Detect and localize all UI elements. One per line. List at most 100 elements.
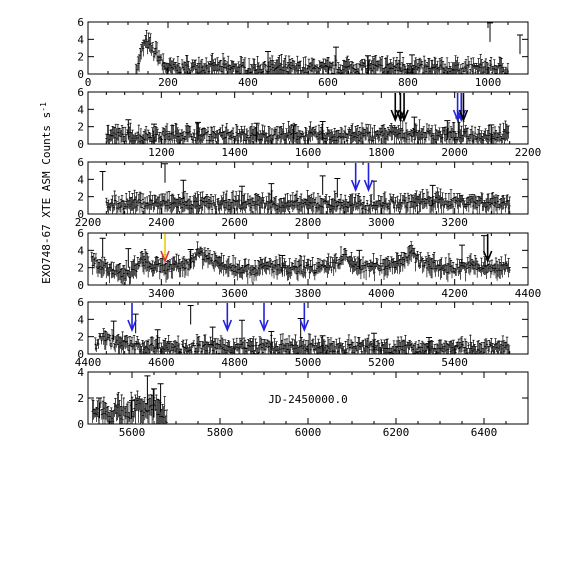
data-spike xyxy=(279,255,286,275)
data-spike xyxy=(154,329,161,349)
x-axis-title: JD-2450000.0 xyxy=(268,393,347,406)
x-tick-label: 1200 xyxy=(148,146,175,159)
data-spike xyxy=(488,124,495,144)
y-tick-label: 4 xyxy=(77,366,84,379)
data-spike xyxy=(409,54,415,74)
x-tick-label: 4400 xyxy=(75,356,102,369)
x-tick-label: 6000 xyxy=(295,426,322,439)
panel-5: 0 2 4 6 4400 4600 4800 5000 5200 5400 xyxy=(75,296,529,369)
y-tick-label: 0 xyxy=(77,68,84,81)
marker-arrow xyxy=(160,234,170,264)
x-tick-label: 2600 xyxy=(221,216,248,229)
y-axis-title-text: EXO748-67 XTE ASM Counts s xyxy=(40,112,53,284)
data-spike xyxy=(162,163,168,183)
data-series xyxy=(90,241,511,285)
data-spike xyxy=(125,119,132,139)
y-tick-label: 6 xyxy=(77,227,84,240)
data-spike xyxy=(268,330,275,351)
data-spike xyxy=(371,180,377,201)
data-spike xyxy=(151,123,157,144)
x-tick-label: 3800 xyxy=(295,287,322,300)
data-spike xyxy=(371,332,377,353)
panel-6: 0 2 4 5600 5800 6000 6200 6400 xyxy=(77,366,529,439)
data-spike xyxy=(319,175,326,195)
y-tick-label: 4 xyxy=(77,244,84,257)
marker-arrow xyxy=(395,93,406,123)
y-tick-label: 6 xyxy=(77,156,84,169)
x-tick-label: 800 xyxy=(398,76,418,89)
y-tick-label: 6 xyxy=(77,16,84,29)
y-tick-label: 4 xyxy=(77,103,84,116)
x-tick-label: 2800 xyxy=(295,216,322,229)
x-tick-label: 5600 xyxy=(119,426,146,439)
y-tick-label: 2 xyxy=(77,392,84,405)
data-spike xyxy=(129,400,135,424)
x-tick-label: 6200 xyxy=(383,426,410,439)
data-spike xyxy=(239,185,245,206)
y-tick-label: 2 xyxy=(77,191,84,204)
data-spike xyxy=(365,55,371,74)
panel-2: 0 2 4 6 1200 1400 1600 1800 2000 2200 xyxy=(77,86,541,159)
data-spike xyxy=(157,383,164,413)
x-tick-label: 600 xyxy=(318,76,338,89)
arrow-head xyxy=(350,179,361,193)
x-tick-label: 3600 xyxy=(221,287,248,300)
y-tick-label: 2 xyxy=(77,121,84,134)
data-spike xyxy=(253,122,260,143)
x-tick-label: 5800 xyxy=(207,426,234,439)
y-tick-label: 0 xyxy=(77,418,84,431)
marker-arrow xyxy=(363,163,374,193)
x-tick-label: 5000 xyxy=(295,356,322,369)
x-tick-label: 5200 xyxy=(368,356,395,369)
data-spike xyxy=(411,116,418,137)
arrow-head xyxy=(482,250,493,264)
arrow-head xyxy=(299,319,310,333)
marker-arrow xyxy=(482,234,493,264)
x-tick-label: 2000 xyxy=(441,146,468,159)
data-spike xyxy=(487,22,493,42)
data-spike xyxy=(319,335,326,354)
y-tick-label: 2 xyxy=(77,331,84,344)
y-tick-label: 2 xyxy=(77,262,84,275)
x-tick-label: 1800 xyxy=(368,146,395,159)
y-tick-label: 0 xyxy=(77,348,84,361)
data-spike xyxy=(125,248,132,268)
arrow-head xyxy=(458,109,469,123)
marker-arrow xyxy=(127,303,137,333)
x-tick-label: 4800 xyxy=(221,356,248,369)
data-spike xyxy=(195,121,201,142)
x-tick-label: 4200 xyxy=(441,287,468,300)
data-spike xyxy=(187,304,194,325)
data-spike xyxy=(99,171,106,191)
x-tick-label: 3000 xyxy=(368,216,395,229)
x-tick-label: 2200 xyxy=(515,146,542,159)
y-tick-label: 6 xyxy=(77,86,84,99)
x-tick-label: 4600 xyxy=(148,356,175,369)
y-tick-label: 6 xyxy=(77,296,84,309)
x-tick-label: 0 xyxy=(85,76,92,89)
arrow-head xyxy=(259,319,269,333)
y-tick-label: 4 xyxy=(77,33,84,46)
x-tick-label: 3200 xyxy=(441,216,468,229)
panel-frame xyxy=(87,161,529,215)
data-spike xyxy=(290,125,297,144)
marker-arrow xyxy=(299,303,310,333)
marker-arrow xyxy=(458,93,469,123)
x-tick-label: 1000 xyxy=(475,76,502,89)
data-spike xyxy=(426,337,432,354)
x-tick-label: 1600 xyxy=(295,146,322,159)
data-spike xyxy=(429,184,436,205)
marker-arrow xyxy=(222,303,233,333)
x-tick-label: 2400 xyxy=(148,216,175,229)
data-spike xyxy=(96,397,102,424)
arrow-head xyxy=(160,250,170,264)
arrow-head xyxy=(363,179,374,193)
data-spike xyxy=(397,51,403,72)
panel-3: 0 2 4 6 2200 2400 2600 2800 3000 3200 xyxy=(75,156,529,229)
arrow-head xyxy=(222,319,233,333)
data-spike xyxy=(187,248,194,269)
x-tick-label: 200 xyxy=(158,76,178,89)
